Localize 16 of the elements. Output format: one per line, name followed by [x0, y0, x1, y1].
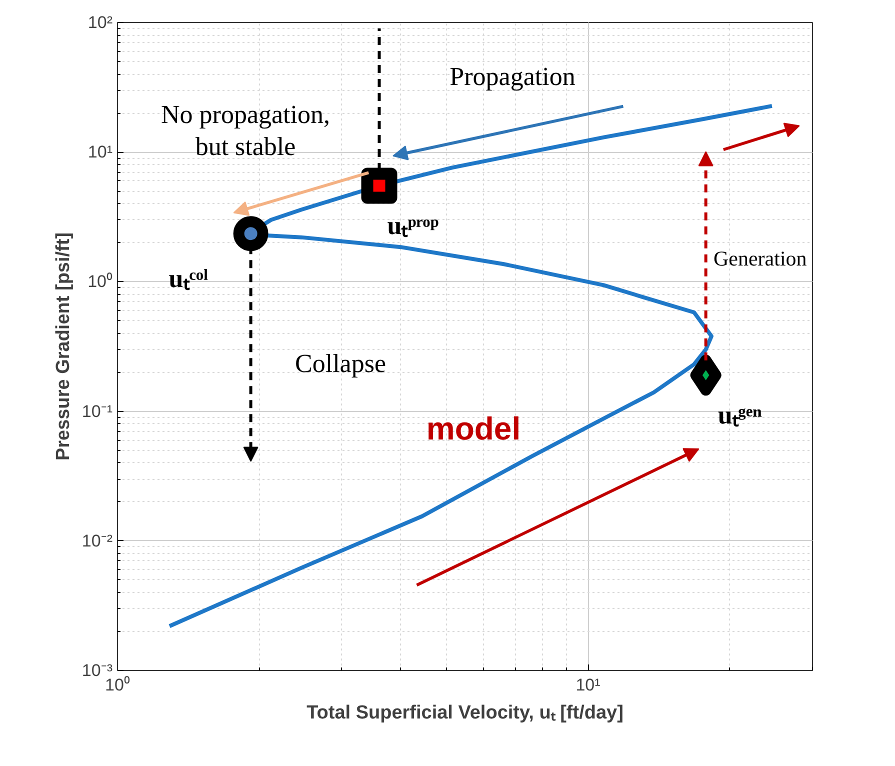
y-tick-label: 10⁻³: [82, 661, 113, 680]
y-tick-label: 10¹: [88, 142, 113, 162]
annotation: model: [426, 410, 521, 446]
annotation: Propagation: [450, 62, 576, 91]
annotation: Generation: [714, 246, 808, 270]
y-tick-label: 10⁻²: [82, 531, 113, 550]
y-tick-label: 10⁰: [88, 272, 113, 292]
y-tick-label: 10²: [88, 13, 113, 32]
y-axis-title: Pressure Gradient [psi/ft]: [52, 232, 74, 461]
annotation: uₜᵍᵉⁿ: [718, 400, 762, 430]
annotation: uₜᶜᵒˡ: [168, 264, 208, 294]
annotation: Collapse: [295, 349, 386, 378]
annotation: uₜᵖʳᵒᵖ: [387, 211, 440, 240]
annotation: No propagation, but stable: [161, 100, 330, 161]
y-tick-label: 10⁻¹: [82, 402, 113, 421]
x-axis-title: Total Superficial Velocity, uₜ [ft/day]: [306, 702, 624, 724]
